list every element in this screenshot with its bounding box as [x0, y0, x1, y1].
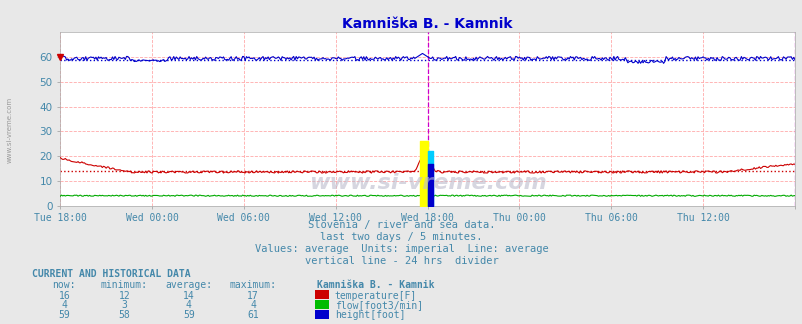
- Text: 61: 61: [247, 310, 258, 320]
- Text: 12: 12: [119, 291, 130, 301]
- Text: 3: 3: [121, 300, 128, 310]
- Text: 58: 58: [119, 310, 130, 320]
- Title: Kamniška B. - Kamnik: Kamniška B. - Kamnik: [342, 17, 512, 31]
- Text: height[foot]: height[foot]: [334, 310, 405, 320]
- Text: 4: 4: [185, 300, 192, 310]
- Text: vertical line - 24 hrs  divider: vertical line - 24 hrs divider: [304, 256, 498, 266]
- Text: Kamniška B. - Kamnik: Kamniška B. - Kamnik: [317, 280, 434, 290]
- Text: www.si-vreme.com: www.si-vreme.com: [6, 97, 13, 163]
- Text: flow[foot3/min]: flow[foot3/min]: [334, 300, 423, 310]
- Text: Slovenia / river and sea data.: Slovenia / river and sea data.: [307, 220, 495, 230]
- Text: now:: now:: [52, 280, 76, 290]
- Text: 59: 59: [183, 310, 194, 320]
- Text: maximum:: maximum:: [229, 280, 276, 290]
- Text: CURRENT AND HISTORICAL DATA: CURRENT AND HISTORICAL DATA: [32, 269, 191, 279]
- Text: Values: average  Units: imperial  Line: average: Values: average Units: imperial Line: av…: [254, 244, 548, 254]
- Text: 17: 17: [247, 291, 258, 301]
- Text: average:: average:: [165, 280, 212, 290]
- Text: 16: 16: [59, 291, 70, 301]
- Text: 4: 4: [249, 300, 256, 310]
- Text: temperature[F]: temperature[F]: [334, 291, 416, 301]
- Text: 4: 4: [61, 300, 67, 310]
- Text: minimum:: minimum:: [101, 280, 148, 290]
- Text: 59: 59: [59, 310, 70, 320]
- Text: 14: 14: [183, 291, 194, 301]
- Text: www.si-vreme.com: www.si-vreme.com: [308, 173, 546, 193]
- Text: last two days / 5 minutes.: last two days / 5 minutes.: [320, 232, 482, 242]
